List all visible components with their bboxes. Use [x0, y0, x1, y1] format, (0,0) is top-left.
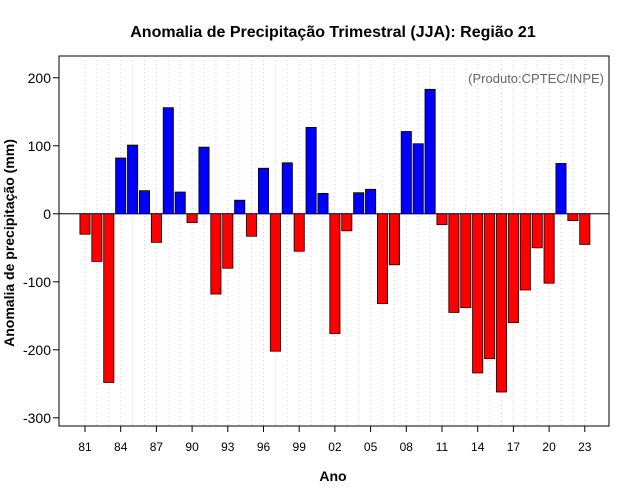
bar-2004	[353, 192, 365, 215]
y-tick-label: -100	[23, 274, 51, 290]
bar-2008	[400, 131, 412, 215]
bar-2020	[543, 213, 555, 284]
bar-2005	[365, 188, 377, 215]
x-axis-label: Ano	[319, 468, 346, 484]
x-tick-label: 14	[471, 440, 485, 454]
bar-1998	[281, 162, 293, 215]
bar-1992	[210, 213, 222, 295]
bar-1982	[91, 213, 103, 262]
bars	[79, 88, 591, 393]
bar-2001	[317, 192, 329, 215]
bar-2011	[436, 213, 448, 226]
y-tick-label: -300	[23, 410, 51, 426]
x-tick-label: 17	[507, 440, 521, 454]
bar-1983	[103, 213, 115, 383]
bar-2021	[555, 163, 567, 215]
bar-2006	[376, 213, 388, 304]
plot-frame	[58, 55, 610, 427]
x-tick-label: 05	[364, 440, 378, 454]
bar-2023	[579, 213, 591, 245]
bar-2007	[388, 213, 400, 266]
bar-1990	[186, 213, 198, 224]
x-tick-label: 90	[185, 440, 199, 454]
y-axis-label: Anomalia de precipitação (mm)	[1, 139, 17, 347]
x-tick-label: 23	[578, 440, 592, 454]
x-tick-label: 84	[114, 440, 128, 454]
bar-1986	[138, 190, 150, 215]
bar-1999	[293, 213, 305, 252]
bar-1989	[174, 191, 186, 215]
bar-2018	[519, 213, 531, 291]
bar-2022	[567, 213, 579, 221]
bar-2009	[412, 143, 424, 215]
bar-2010	[424, 88, 436, 215]
x-tick-label: 11	[436, 440, 449, 454]
x-axis: 81 84 87 90 93 96 99 02 05 08 11 14 17 20 23	[78, 426, 592, 454]
x-tick-label: 02	[328, 440, 342, 454]
bar-1997	[269, 213, 281, 352]
x-tick-label: 93	[221, 440, 235, 454]
bar-2013	[460, 213, 472, 309]
bar-1991	[198, 146, 210, 215]
x-tick-label: 08	[400, 440, 414, 454]
chart-title: Anomalia de Precipitação Trimestral (JJA…	[130, 24, 536, 41]
y-axis: 200 100 0 -100 -200 -300	[23, 70, 59, 426]
bar-2019	[531, 213, 543, 249]
bar-1995	[246, 213, 258, 237]
x-tick-label: 81	[78, 440, 92, 454]
x-tick-label: 96	[257, 440, 271, 454]
bar-2003	[341, 213, 353, 232]
bar-2016	[495, 213, 507, 393]
bar-1981	[79, 213, 91, 235]
bar-1996	[257, 167, 269, 215]
y-tick-label: 100	[28, 138, 52, 154]
bar-2012	[448, 213, 460, 313]
bar-1994	[234, 199, 246, 215]
y-tick-label: -200	[23, 342, 51, 358]
x-tick-label: 87	[150, 440, 164, 454]
y-tick-label: 0	[43, 206, 51, 222]
bar-1985	[127, 144, 139, 215]
bar-2017	[507, 213, 519, 324]
x-tick-label: 20	[542, 440, 556, 454]
bar-1984	[115, 157, 127, 215]
bar-1988	[162, 107, 174, 215]
y-tick-label: 200	[28, 70, 52, 86]
bar-1993	[222, 213, 234, 269]
bar-2014	[472, 213, 484, 374]
bar-2002	[329, 213, 341, 334]
bar-2015	[484, 213, 496, 360]
annotation: (Produto:CPTEC/INPE)	[468, 71, 604, 86]
x-tick-label: 99	[293, 440, 307, 454]
bar-1987	[150, 213, 162, 243]
bar-2000	[305, 127, 317, 215]
